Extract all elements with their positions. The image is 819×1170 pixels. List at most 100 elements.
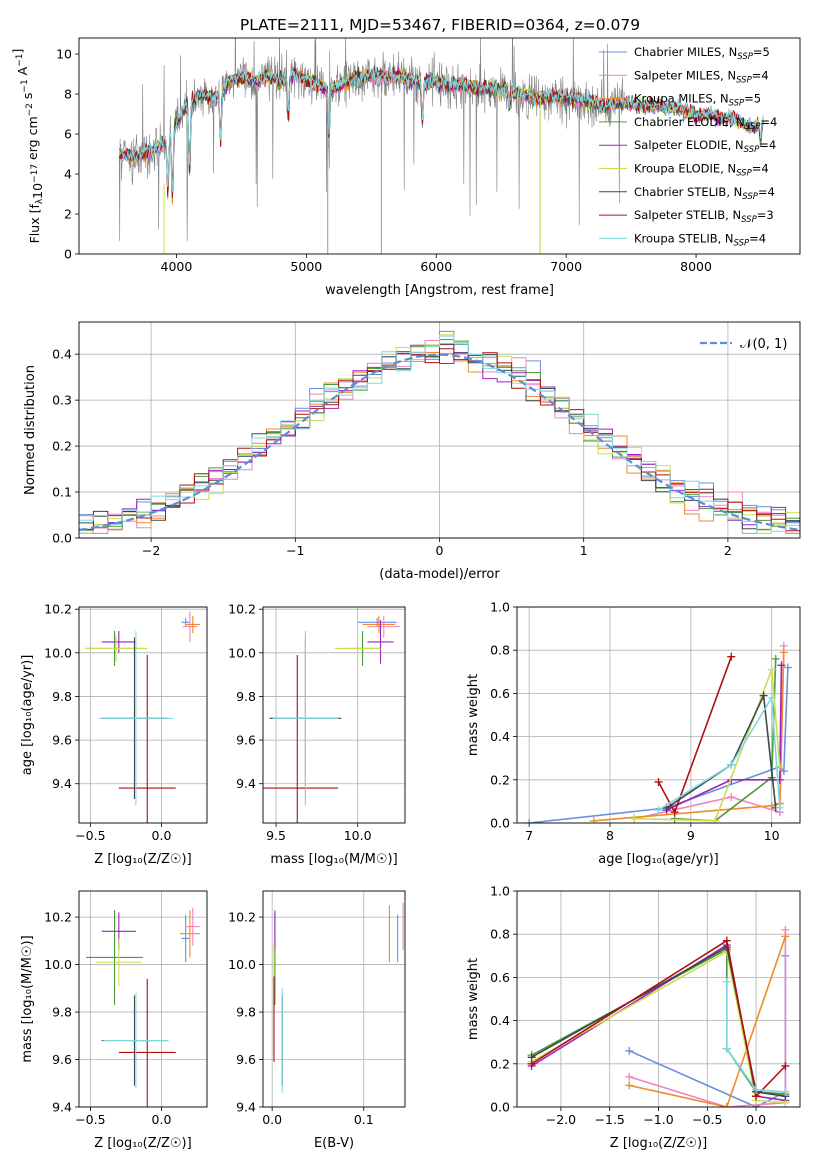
observed-spectrum-line [119, 38, 625, 242]
y-tick-label: 9.6 [236, 733, 256, 748]
legend-count: =4 [760, 115, 777, 129]
y-tick-label: 10.2 [44, 602, 72, 617]
legend-name: Chabrier ELODIE, N [634, 115, 745, 129]
x-tick-label: 10.0 [344, 828, 372, 843]
y-tick-label: 4 [64, 167, 72, 182]
y-tick-label: 9.8 [52, 689, 72, 704]
mass-weight-marker [779, 648, 788, 657]
axes-frame [78, 37, 801, 255]
x-tick-label: 0.1 [354, 1112, 374, 1127]
legend-name: Chabrier MILES, N [634, 45, 737, 59]
x-tick-label: 0.0 [152, 1112, 172, 1127]
residual-histogram [79, 348, 800, 532]
chart-mass-weight-vs-Z: −2.0 −1.5 −1.0 −0.5 0.0 0.0 0.2 0.4 0.6 0.8 1.0 Z [… [466, 884, 801, 1151]
chart-spectrum: 4000 5000 6000 7000 8000 0 2 4 6 8 10 wavelength [A… [10, 37, 801, 298]
legend-count: =4 [749, 231, 766, 245]
y-axis-label: Flux [fλ10−17 erg cm−2 s−1 A−1] [10, 49, 45, 244]
y-tick-label: 0.8 [490, 927, 510, 942]
y-tick-label: 0.1 [52, 485, 72, 500]
y-tick-label: 0.4 [490, 729, 510, 744]
axes-frame [262, 890, 406, 1108]
model-spectrum-line [118, 66, 764, 199]
mass-weight-marker [722, 936, 731, 945]
axes-frame [78, 606, 208, 824]
mass-weight-line [531, 950, 786, 1104]
x-axis-label: E(B-V) [314, 1136, 354, 1151]
chart-mass-vs-Z: −0.5 0.0 9.4 9.6 9.8 10.0 10.2 Z [log₁₀(Z/Z☉)] m… [20, 890, 208, 1151]
y-label-part: ] [10, 49, 25, 54]
x-tick-label: 7 [525, 828, 533, 843]
mass-weight-marker [727, 760, 736, 769]
x-tick-label: 6000 [420, 259, 452, 274]
legend-name: Kroupa STELIB, N [634, 231, 734, 245]
mass-weight-line [629, 936, 787, 1107]
y-tick-label: 10.2 [228, 602, 256, 617]
y-tick-label: 9.4 [236, 1100, 256, 1115]
x-tick-label: 8000 [680, 259, 712, 274]
y-label-part: s [20, 93, 35, 104]
plot-area [84, 611, 200, 823]
x-tick-label: −0.5 [692, 1112, 722, 1127]
x-tick-label: 1 [580, 543, 588, 558]
y-tick-label: 0.0 [490, 816, 510, 831]
y-tick-label: 9.4 [236, 776, 256, 791]
x-tick-label: 0.0 [746, 1112, 766, 1127]
y-tick-label: 0 [64, 247, 72, 262]
x-tick-label: 5000 [290, 259, 322, 274]
y-label-part: −17 [30, 164, 40, 183]
x-tick-label: 8 [606, 828, 614, 843]
y-tick-label: 0.2 [52, 439, 72, 454]
y-tick-label: 10.0 [228, 957, 256, 972]
y-tick-label: 9.6 [52, 1052, 72, 1067]
legend-subscript: SSP [745, 122, 761, 132]
x-tick-label: 7000 [550, 259, 582, 274]
mass-weight-line [634, 669, 781, 822]
x-axis-label: mass [log₁₀(M/M☉)] [270, 852, 397, 867]
mass-weight-line [674, 658, 777, 822]
y-tick-label: 10.2 [228, 910, 256, 925]
legend-subscript: SSP [744, 145, 760, 155]
chart-residuals: −2 −1 0 1 2 0.0 0.1 0.2 0.3 0.4 (data-model)/error… [23, 321, 801, 582]
y-label-part: λ [35, 198, 45, 204]
x-tick-label: 10 [764, 828, 780, 843]
y-tick-label: 10.0 [44, 645, 72, 660]
legend-entry: Chabrier MILES, NSSP=5 [634, 45, 770, 62]
x-tick-label: 9 [687, 828, 695, 843]
mass-weight-line [628, 929, 787, 1107]
legend-entry: Salpeter STELIB, NSSP=3 [634, 208, 774, 225]
chart-age-vs-mass: 9.5 10.0 9.4 9.6 9.8 10.0 10.2 mass [log₁₀(M/M☉… [228, 602, 406, 867]
legend-count: =4 [752, 68, 769, 82]
y-tick-label: 0.0 [490, 1100, 510, 1115]
mass-weight-marker [625, 1072, 634, 1081]
mass-weight-marker [722, 1044, 731, 1053]
legend-name: Kroupa MILES, N [634, 92, 729, 106]
y-tick-label: 2 [64, 207, 72, 222]
chart-mass-vs-EBV: 0.0 0.1 9.4 9.6 9.8 10.0 10.2 E(B-V) [228, 890, 406, 1151]
y-axis-label: Normed distribution [23, 365, 38, 495]
mass-weight-marker [781, 932, 790, 941]
mass-weight-marker [625, 1046, 634, 1055]
mass-weight-marker [722, 1103, 731, 1107]
x-tick-label: 0 [436, 543, 444, 558]
axes-frame [78, 890, 208, 1108]
mass-weight-marker [752, 1085, 761, 1094]
x-tick-label: 0.0 [262, 1112, 282, 1127]
y-axis-label: age [log₁₀(age/yr)] [20, 655, 35, 776]
mass-weight-line [658, 695, 781, 811]
y-label-part: 10 [30, 183, 45, 199]
legend-entry: Chabrier STELIB, NSSP=4 [634, 185, 775, 202]
legend-count: =5 [753, 45, 770, 59]
legend-name: Salpeter MILES, N [634, 68, 736, 82]
axes-frame [516, 606, 801, 824]
legend-subscript: SSP [736, 75, 752, 85]
legend-count: =4 [758, 185, 775, 199]
x-axis-label: Z [log₁₀(Z/Z☉)] [94, 852, 191, 867]
mass-weight-marker [630, 814, 639, 823]
x-tick-label: 2 [724, 543, 732, 558]
legend-name: Salpeter ELODIE, N [634, 138, 744, 152]
legend-entry: Kroupa STELIB, NSSP=4 [634, 231, 766, 248]
y-axis-label: mass weight [466, 958, 481, 1040]
plot-area [86, 907, 200, 1107]
mass-weight-marker [654, 806, 663, 815]
